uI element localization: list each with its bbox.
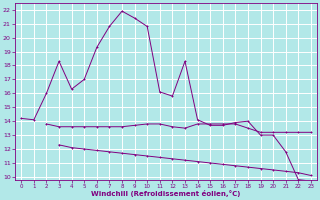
X-axis label: Windchill (Refroidissement éolien,°C): Windchill (Refroidissement éolien,°C)	[92, 190, 241, 197]
